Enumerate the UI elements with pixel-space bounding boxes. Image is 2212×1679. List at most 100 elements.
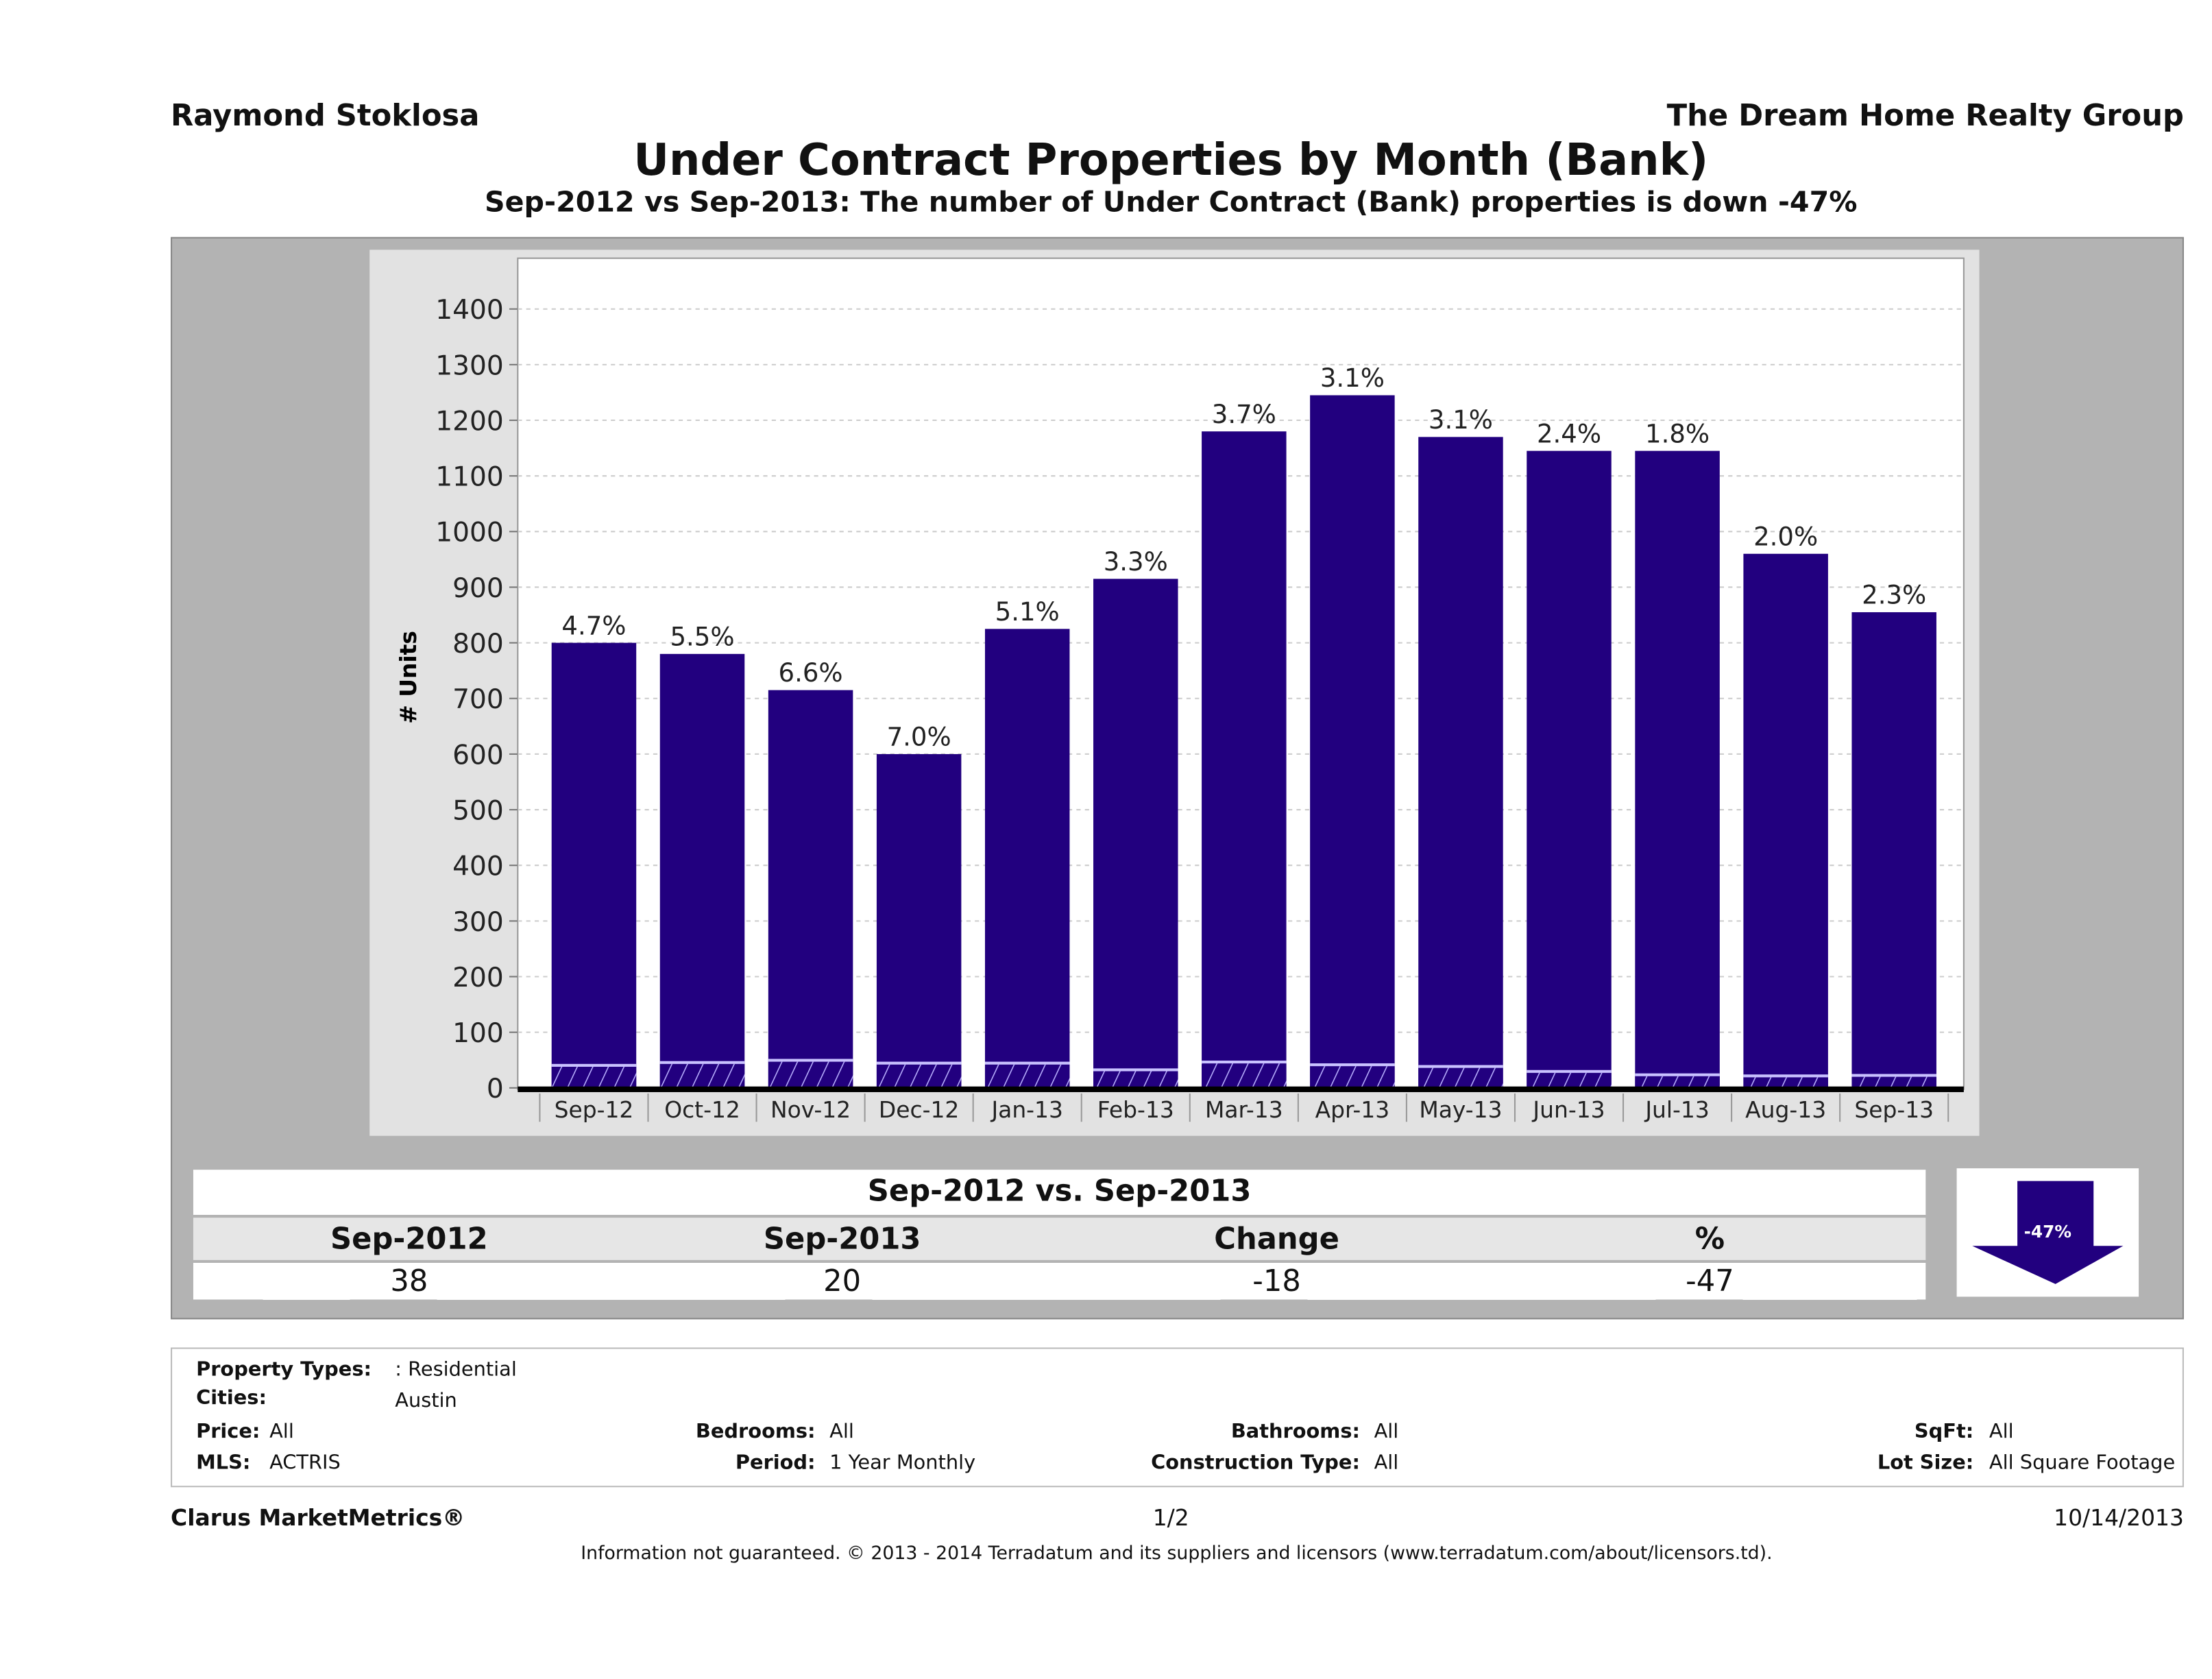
bar-total xyxy=(768,690,853,1088)
bar-total xyxy=(984,629,1070,1088)
data-label: 7.0% xyxy=(887,723,951,752)
change-badge-text: -47% xyxy=(2023,1222,2071,1242)
x-tick-label: Sep-12 xyxy=(555,1096,634,1123)
bar-bank xyxy=(984,1064,1070,1088)
data-label: 2.4% xyxy=(1537,419,1601,448)
comparison-title-row: Sep-2012 vs. Sep-2013 xyxy=(193,1170,1926,1216)
bar-bank xyxy=(1310,1066,1395,1088)
data-label: 4.7% xyxy=(561,611,626,640)
x-tick-label: Oct-12 xyxy=(664,1096,740,1123)
bar-bank xyxy=(551,1066,637,1088)
y-tick-label: 1300 xyxy=(435,350,504,381)
mls-label: MLS: xyxy=(196,1451,251,1475)
lot-size-value: All Square Footage xyxy=(1989,1451,2176,1475)
data-label: 2.3% xyxy=(1862,581,1926,610)
y-tick-label: 1400 xyxy=(435,295,504,326)
x-tick-label: Jan-13 xyxy=(990,1096,1062,1123)
lot-size-label: Lot Size: xyxy=(1877,1451,1974,1475)
bar-bank xyxy=(876,1064,962,1088)
bar-total xyxy=(1527,450,1612,1088)
bar-bank xyxy=(1635,1076,1720,1088)
bar-bank xyxy=(1527,1072,1612,1088)
header-sep-2013: Sep-2013 xyxy=(763,1222,921,1256)
bar-bank xyxy=(1743,1077,1828,1088)
bar-bank xyxy=(768,1061,853,1088)
x-tick-label: Mar-13 xyxy=(1205,1096,1283,1123)
x-tick-label: Nov-12 xyxy=(770,1096,851,1123)
chart-subtitle: Sep-2012 vs Sep-2013: The number of Unde… xyxy=(484,184,1858,219)
construction-label: Construction Type: xyxy=(1151,1451,1361,1475)
bar-total xyxy=(1635,450,1720,1088)
change-badge: -47% xyxy=(1956,1168,2139,1297)
x-tick-label: Feb-13 xyxy=(1097,1096,1174,1123)
bar-total xyxy=(876,753,962,1088)
bedrooms-label: Bedrooms: xyxy=(695,1421,816,1444)
y-tick-label: 500 xyxy=(452,795,504,826)
y-tick-label: 300 xyxy=(452,907,504,938)
data-label: 5.5% xyxy=(670,622,734,651)
x-tick-label: May-13 xyxy=(1419,1096,1502,1123)
comparison-header-row: Sep-2012 Sep-2013 Change % xyxy=(193,1218,1926,1260)
bar-bank xyxy=(659,1063,745,1088)
bar-total xyxy=(551,642,637,1088)
bar-total xyxy=(1418,437,1503,1088)
data-label: 3.7% xyxy=(1212,400,1276,429)
footer-brand: Clarus MarketMetrics® xyxy=(171,1503,465,1532)
y-axis-label: # Units xyxy=(395,631,422,724)
y-tick-label: 200 xyxy=(452,963,504,993)
value-sep-2013: 20 xyxy=(823,1264,862,1298)
bar-total xyxy=(1202,431,1287,1088)
down-arrow-icon xyxy=(1972,1181,2124,1284)
bar-total xyxy=(659,653,745,1088)
agent-name: Raymond Stoklosa xyxy=(171,99,480,133)
bar-bank xyxy=(1851,1076,1936,1088)
y-tick-label: 100 xyxy=(452,1018,504,1049)
y-tick-label: 900 xyxy=(452,573,504,604)
y-tick-label: 1200 xyxy=(435,406,504,437)
y-tick-label: 700 xyxy=(452,684,504,715)
x-tick-label: Aug-13 xyxy=(1745,1096,1826,1123)
construction-value: All xyxy=(1374,1451,1399,1475)
bedrooms-value: All xyxy=(829,1421,854,1444)
bar-bank xyxy=(1093,1071,1178,1088)
x-tick-label: Apr-13 xyxy=(1315,1096,1390,1123)
chart-title: Under Contract Properties by Month (Bank… xyxy=(633,135,1709,186)
page-number: 1/2 xyxy=(1152,1503,1189,1532)
x-axis-line xyxy=(518,1086,1964,1092)
period-value: 1 Year Monthly xyxy=(829,1451,976,1475)
bar-total xyxy=(1310,395,1395,1088)
x-tick-label: Sep-13 xyxy=(1854,1096,1934,1123)
data-label: 5.1% xyxy=(995,597,1060,627)
header-change: Change xyxy=(1214,1222,1339,1256)
data-label: 6.6% xyxy=(779,658,843,688)
data-label: 3.3% xyxy=(1104,547,1168,577)
price-value: All xyxy=(269,1421,294,1444)
bar-total xyxy=(1851,612,1936,1088)
x-tick-label: Jul-13 xyxy=(1644,1096,1709,1123)
y-tick-label: 1000 xyxy=(435,518,504,548)
data-label: 3.1% xyxy=(1429,405,1493,435)
company-name: The Dream Home Realty Group xyxy=(1666,99,2184,133)
bathrooms-value: All xyxy=(1374,1421,1399,1444)
bar-chart: 0 100 200 300 400 500 600 700 800 900 1000 1100 1200… xyxy=(395,257,1965,1123)
sqft-value: All xyxy=(1989,1421,2014,1444)
x-tick-label: Dec-12 xyxy=(879,1096,959,1123)
value-percent: -47 xyxy=(1686,1264,1734,1298)
bathrooms-label: Bathrooms: xyxy=(1230,1421,1361,1444)
property-types-value: : Residential xyxy=(395,1358,517,1381)
mls-value: ACTRIS xyxy=(269,1451,341,1475)
data-label: 1.8% xyxy=(1645,419,1710,448)
value-change: -18 xyxy=(1252,1264,1301,1298)
report-date: 10/14/2013 xyxy=(2054,1503,2184,1532)
cities-value: Austin xyxy=(395,1390,457,1413)
filter-info: Property Types: : Residential Cities: Au… xyxy=(171,1347,2184,1488)
data-label: 2.0% xyxy=(1753,522,1818,551)
y-tick-label: 800 xyxy=(452,629,504,660)
bar-total xyxy=(1093,579,1178,1088)
sqft-label: SqFt: xyxy=(1914,1421,1974,1444)
y-tick-label: 600 xyxy=(452,740,504,771)
y-tick-label: 400 xyxy=(452,851,504,882)
property-types-label: Property Types: xyxy=(196,1358,372,1381)
x-tick-label: Jun-13 xyxy=(1531,1096,1605,1123)
